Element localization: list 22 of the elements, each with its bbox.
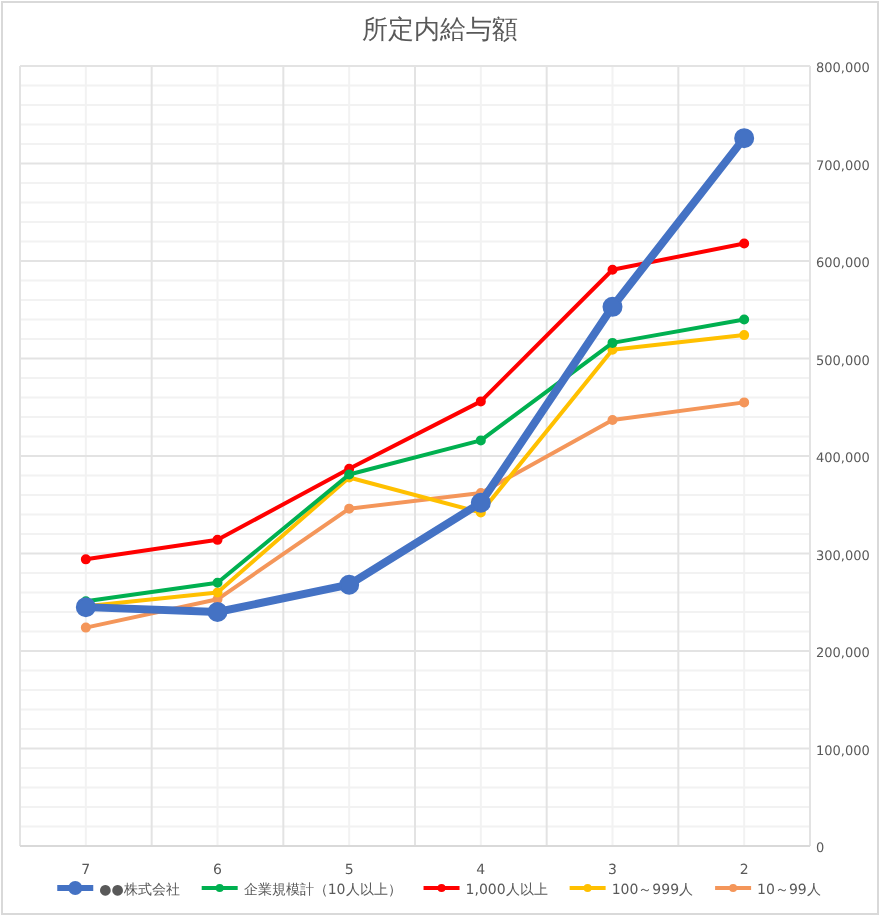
point <box>739 238 750 249</box>
point <box>734 128 755 149</box>
point <box>212 577 223 588</box>
point <box>75 597 96 618</box>
point <box>739 397 750 408</box>
point <box>207 602 228 622</box>
point <box>607 414 618 425</box>
point <box>602 296 623 317</box>
point <box>739 330 750 341</box>
title: 所定内給与額 <box>362 16 518 46</box>
point <box>607 264 618 275</box>
point <box>475 396 486 407</box>
point <box>607 337 618 348</box>
point <box>212 534 223 545</box>
point <box>80 554 91 565</box>
point <box>470 492 491 513</box>
point <box>475 435 486 446</box>
point <box>212 587 223 598</box>
point <box>344 503 355 514</box>
point <box>339 574 360 595</box>
point <box>80 622 91 633</box>
point <box>739 314 750 325</box>
